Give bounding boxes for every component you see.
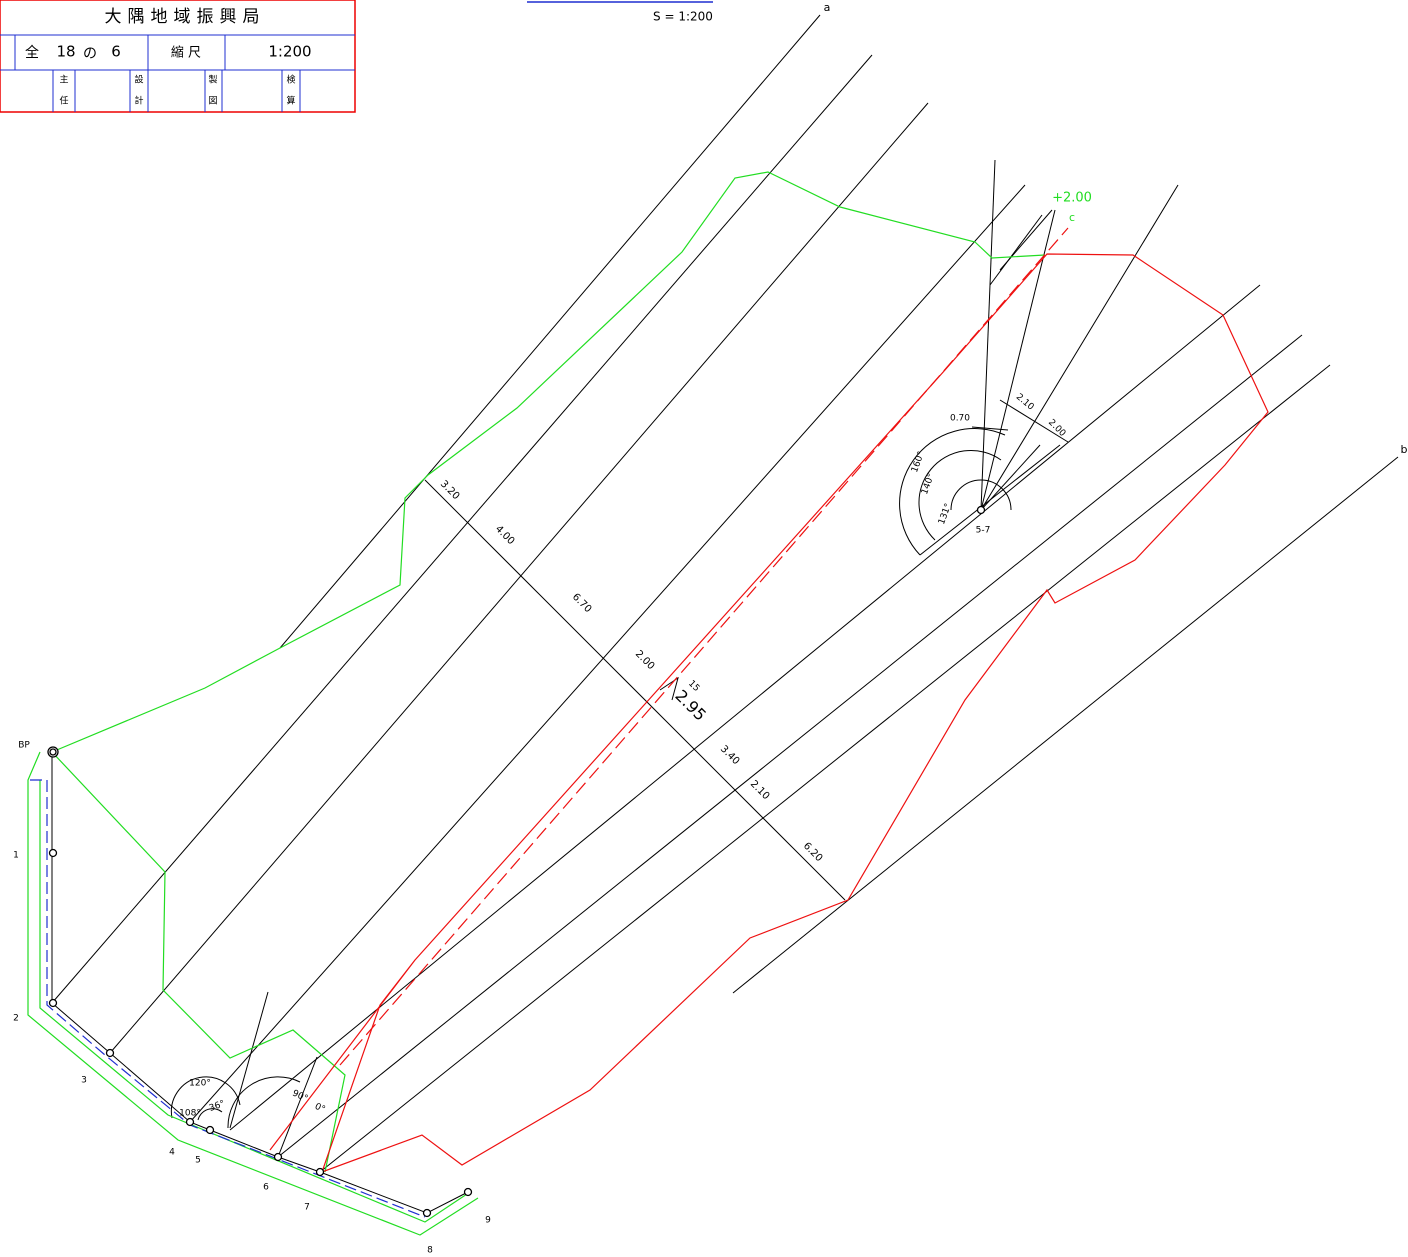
signoff: 図 xyxy=(208,96,217,107)
baseline xyxy=(52,752,468,1213)
angle-label: 108° xyxy=(179,1109,201,1119)
dimension: 2.10 xyxy=(748,779,772,803)
line-label: a xyxy=(824,1,831,14)
dimension: 2.10 xyxy=(1014,392,1036,413)
sheet-prefix: 全 xyxy=(25,44,39,61)
signoff: 検 xyxy=(286,74,295,86)
point-label: 5 xyxy=(195,1156,201,1166)
scale-label: 縮 尺 xyxy=(171,45,201,61)
angle-label: 120° xyxy=(189,1079,211,1089)
line-label: c xyxy=(1069,211,1075,224)
red-boundary xyxy=(270,254,1268,1172)
point-label: BP xyxy=(18,741,30,751)
dimension: 3.40 xyxy=(718,744,742,768)
signoff: 任 xyxy=(59,95,68,107)
point-label: 3 xyxy=(81,1076,87,1086)
offset-label: +2.00 xyxy=(1052,191,1092,206)
blue-line xyxy=(30,780,425,1217)
sheet-of: の xyxy=(83,46,97,62)
red-centerline xyxy=(340,228,1068,1065)
point-label: 2 xyxy=(13,1014,19,1024)
sheet-total: 18 xyxy=(56,43,75,61)
dimension: 2.00 xyxy=(633,649,657,673)
angle-label: 36° xyxy=(208,1099,226,1114)
signoff: 主 xyxy=(59,74,68,86)
scale-note: S = 1:200 xyxy=(653,10,713,24)
dimension: 4.00 xyxy=(493,524,517,548)
dimension: 3.20 xyxy=(438,479,462,503)
dimension: 6.70 xyxy=(570,592,594,616)
signoff: 設 xyxy=(134,74,143,86)
green-boundary xyxy=(52,172,1045,752)
point-label: 1 xyxy=(13,851,19,861)
angle-label: 160° xyxy=(910,450,927,474)
green-offset xyxy=(28,752,478,1235)
angle-label: 140° xyxy=(920,472,937,496)
dimension: 2.95 xyxy=(671,686,710,725)
signoff: 算 xyxy=(286,95,295,107)
dimension: 0.70 xyxy=(950,414,970,424)
alignment-lines xyxy=(52,15,1398,1172)
point-label: 7 xyxy=(304,1203,310,1213)
point-label: 8 xyxy=(427,1246,433,1256)
signoff: 計 xyxy=(134,95,143,107)
signoff: 製 xyxy=(208,74,217,86)
title: 大隅地域振興局 xyxy=(105,7,266,27)
point-label: 6 xyxy=(263,1183,269,1193)
dimension: 6.20 xyxy=(801,841,825,865)
point-label: 4 xyxy=(169,1148,175,1158)
line-label: b xyxy=(1401,443,1408,456)
center-label: 5-7 xyxy=(976,526,991,536)
sheet-number: 6 xyxy=(111,43,121,61)
angle-label: 131° xyxy=(937,502,954,526)
dimension: 2.00 xyxy=(1046,418,1067,439)
point-label: 9 xyxy=(485,1216,491,1226)
drawing: 大隅地域振興局全18の6縮 尺1:200主任設計製図検算S = 1:200abc… xyxy=(0,0,1408,1257)
angle-label: 0° xyxy=(313,1102,327,1115)
scale-value: 1:200 xyxy=(268,43,311,61)
green-offset xyxy=(40,780,470,1222)
